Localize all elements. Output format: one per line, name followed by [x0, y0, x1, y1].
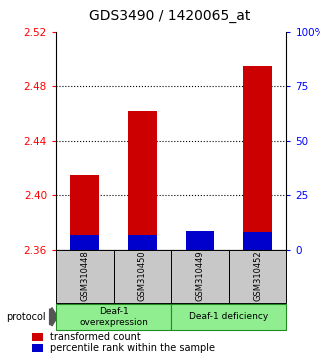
Bar	[186, 232, 214, 250]
Text: GSM310452: GSM310452	[253, 251, 262, 302]
Text: GDS3490 / 1420065_at: GDS3490 / 1420065_at	[89, 9, 250, 23]
Bar	[128, 111, 157, 250]
Bar	[171, 250, 229, 303]
Bar	[32, 344, 43, 352]
Bar	[171, 303, 286, 330]
Text: Deaf-1
overexpression: Deaf-1 overexpression	[79, 307, 148, 326]
Text: protocol: protocol	[6, 312, 46, 322]
Bar	[56, 303, 171, 330]
Bar	[186, 230, 214, 250]
Bar	[243, 66, 272, 250]
Bar	[229, 250, 286, 303]
Bar	[56, 250, 114, 303]
Bar	[70, 235, 99, 250]
Text: GSM310450: GSM310450	[138, 251, 147, 302]
Bar	[128, 235, 157, 250]
Text: percentile rank within the sample: percentile rank within the sample	[50, 343, 215, 353]
Text: GSM310448: GSM310448	[80, 251, 89, 302]
Bar	[70, 175, 99, 250]
Text: transformed count: transformed count	[50, 332, 140, 342]
Bar	[32, 333, 43, 341]
Bar	[243, 232, 272, 250]
Bar	[114, 250, 171, 303]
Text: GSM310449: GSM310449	[196, 251, 204, 302]
Text: Deaf-1 deficiency: Deaf-1 deficiency	[189, 312, 268, 321]
FancyArrow shape	[50, 308, 58, 326]
